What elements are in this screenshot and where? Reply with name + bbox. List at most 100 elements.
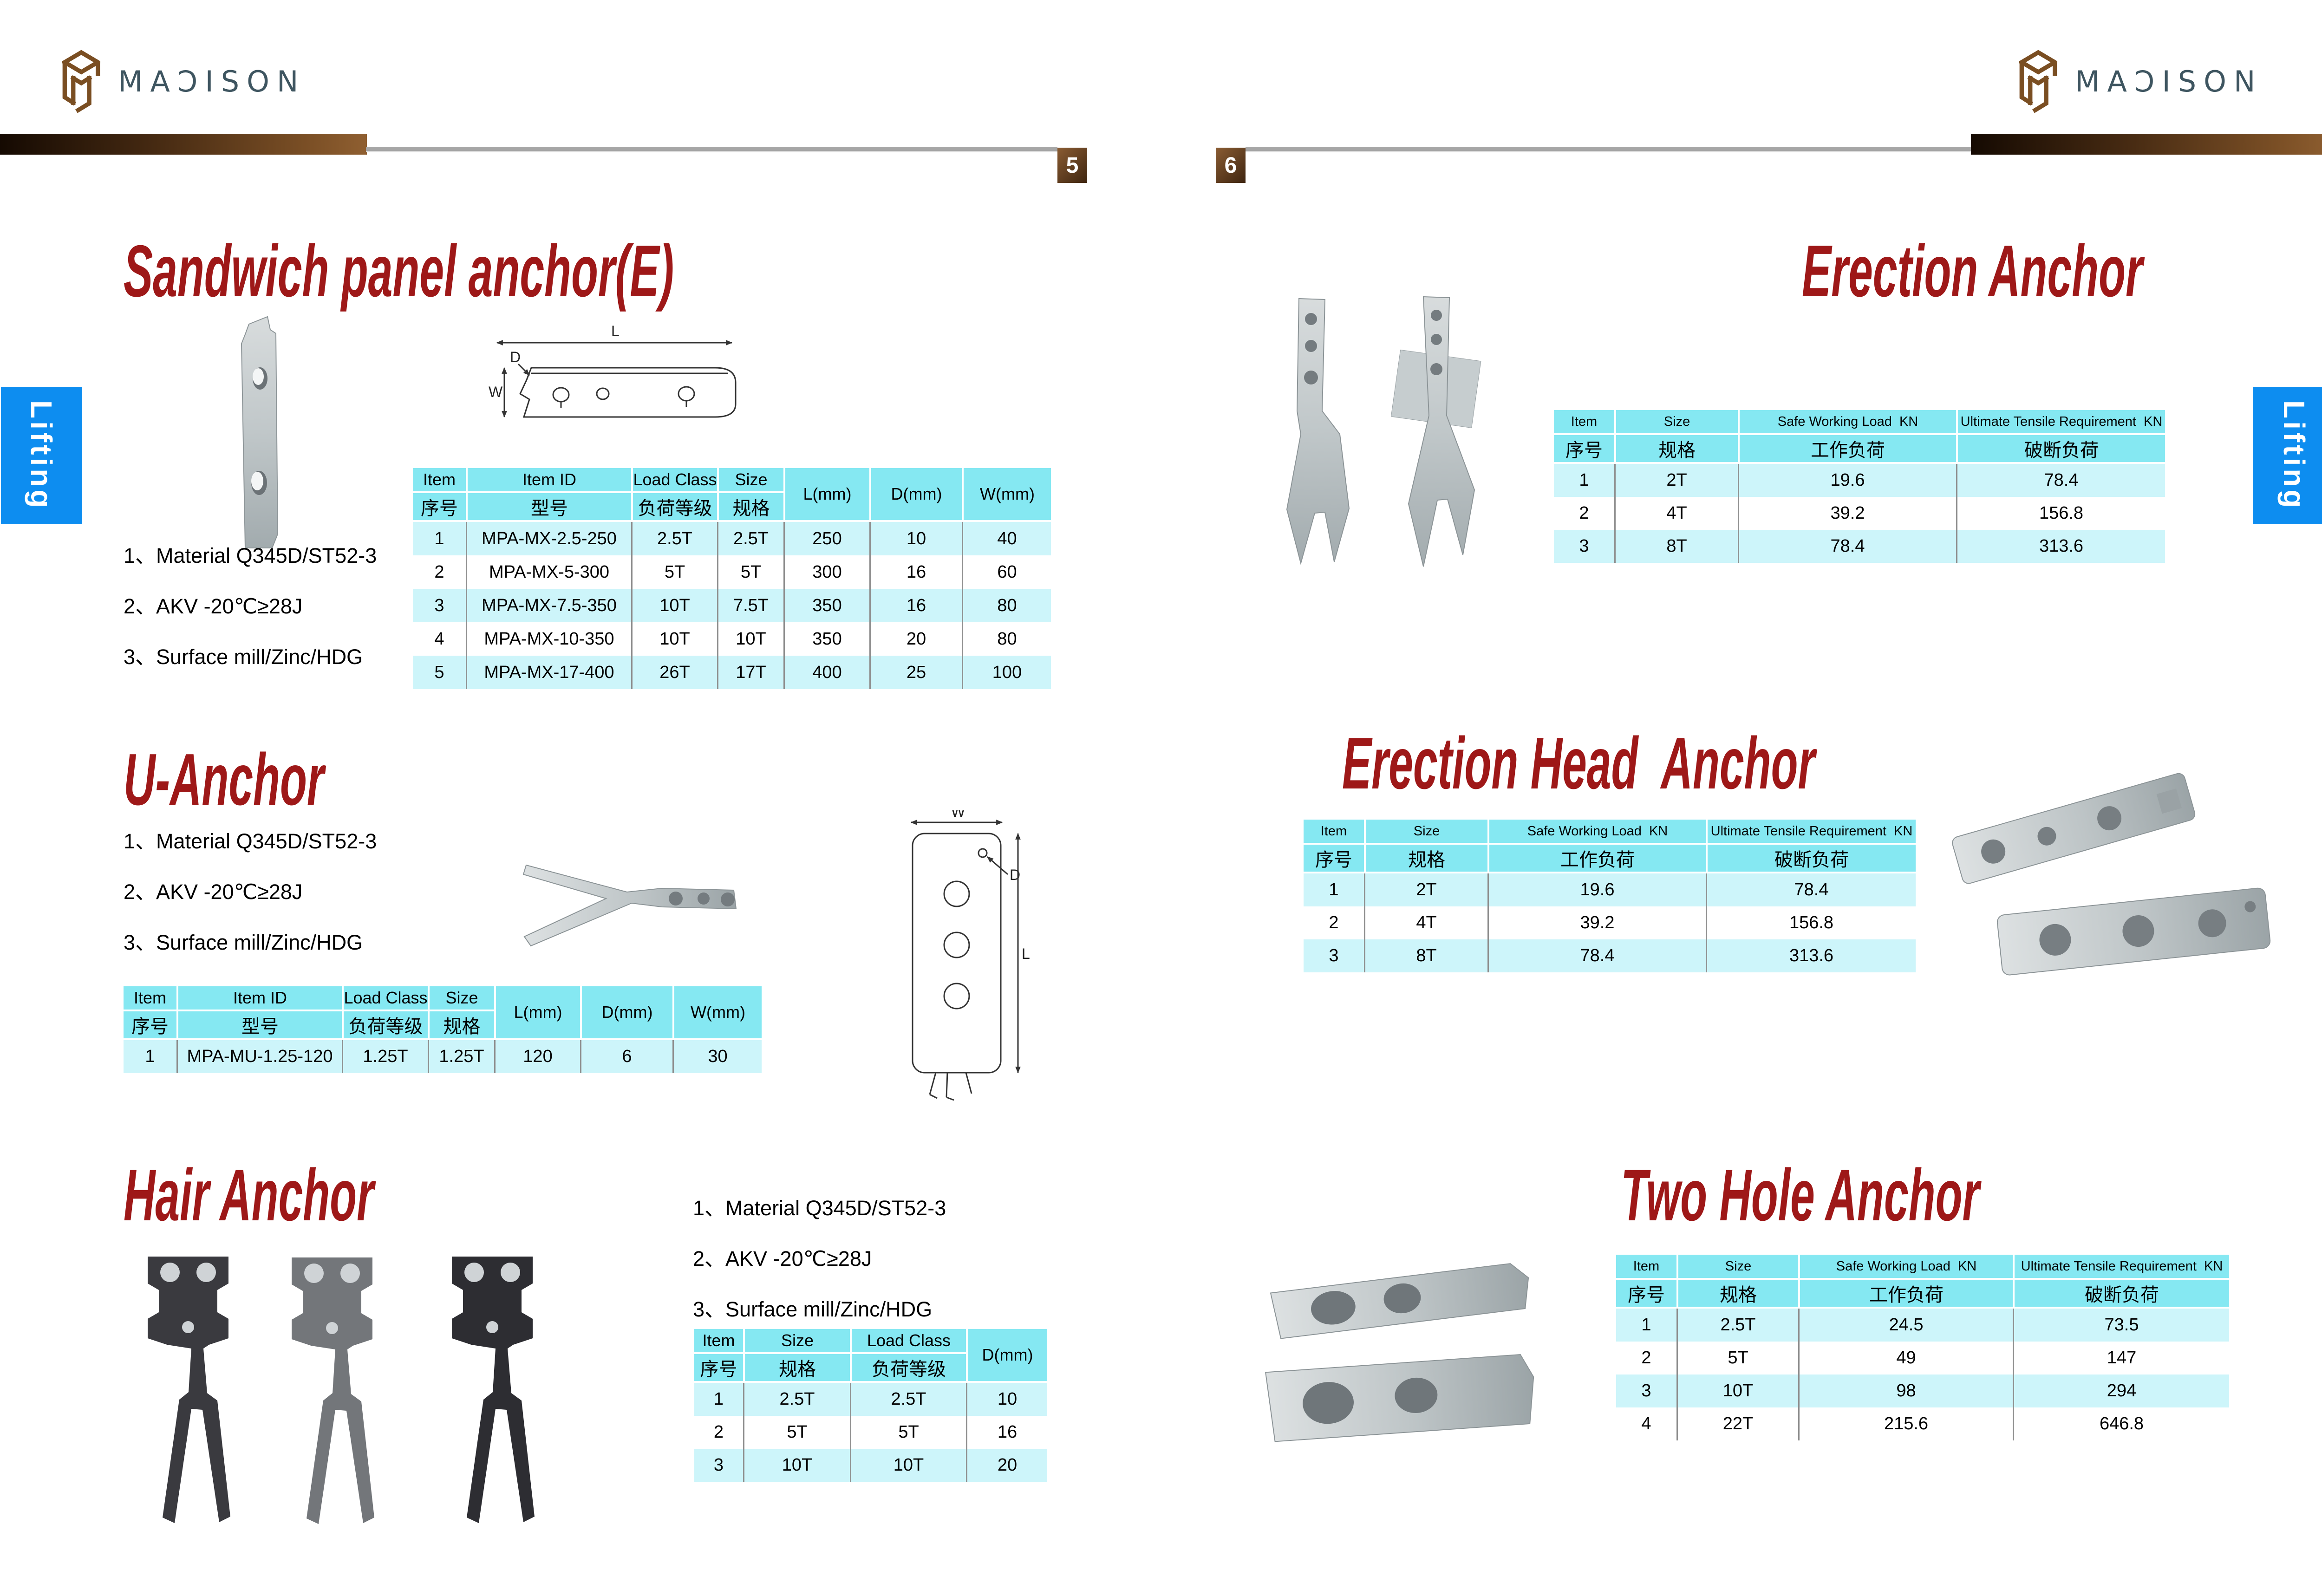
cell: 39.2: [1487, 906, 1706, 939]
cell: 80: [962, 622, 1051, 656]
cell: 78.4: [1487, 939, 1706, 972]
table-header-row: Item Size Load Class D(mm): [694, 1329, 1047, 1383]
note-line: 1、Material Q345D/ST52-3: [124, 829, 377, 853]
cell: 78.4: [1706, 873, 1916, 906]
header-cell: Item ID: [176, 986, 342, 1011]
cell: 100: [962, 656, 1051, 689]
brand-wordmark: MAƆISON: [118, 64, 306, 98]
cell: 16: [869, 589, 962, 622]
header-cell: 规格: [1614, 435, 1738, 464]
madison-cube-icon: [62, 50, 100, 113]
cell: 10T: [717, 622, 783, 656]
header-rule-left: [366, 147, 1057, 151]
cell: 2: [694, 1416, 743, 1449]
dim-label-l: L: [611, 325, 620, 339]
section-title-hair-anchor: Hair Anchor: [124, 1154, 374, 1236]
table-row: 1 MPA-MU-1.25-120 1.25T 1.25T 120 6 30: [124, 1040, 762, 1073]
cell: 30: [672, 1040, 762, 1073]
cell: 3: [1304, 939, 1364, 972]
cell: 646.8: [2013, 1407, 2229, 1440]
header-cell: Item ID: [466, 468, 631, 493]
cell: 2: [1616, 1342, 1676, 1375]
note-line: 3、Surface mill/Zinc/HDG: [124, 645, 363, 669]
cell: 1: [694, 1383, 743, 1416]
header-cell: 负荷等级: [850, 1354, 966, 1383]
cell: 2: [1304, 906, 1364, 939]
header-bar-left: [0, 134, 367, 155]
cell: 5T: [631, 555, 717, 589]
cell: 1.25T: [342, 1040, 428, 1073]
header-cell: Size: [428, 986, 494, 1011]
table-row: 1 2T 19.6 78.4: [1304, 873, 1916, 906]
header-cell: 负荷等级: [342, 1011, 428, 1040]
cell: 313.6: [1956, 530, 2165, 563]
cell: 4: [1616, 1407, 1676, 1440]
cell: 313.6: [1706, 939, 1916, 972]
sandwich-anchor-table: Item Item ID Load Class Size L(mm) D(mm)…: [413, 468, 1051, 689]
note-line: 1、Material Q345D/ST52-3: [124, 544, 377, 567]
madison-cube-icon: [2019, 50, 2057, 113]
header-cell: Size: [1676, 1255, 1798, 1280]
cell: 60: [962, 555, 1051, 589]
cell: 400: [783, 656, 869, 689]
erection-anchor-photo: [1286, 296, 1481, 567]
header-cell: Safe Working Load KN: [1487, 820, 1706, 845]
cell: 2.5T: [850, 1383, 966, 1416]
cell: 1: [1616, 1309, 1676, 1342]
table-header-row: Item Item ID Load Class Size L(mm) D(mm)…: [124, 986, 762, 1040]
dim-label-d: D: [1010, 866, 1020, 883]
cell: 4T: [1364, 906, 1487, 939]
header-cell: 序号: [1554, 435, 1614, 464]
dim-label-l: L: [1022, 945, 1030, 962]
cell: 4: [413, 622, 466, 656]
cell: 5T: [850, 1416, 966, 1449]
cell: 24.5: [1798, 1309, 2013, 1342]
cell: 10T: [631, 589, 717, 622]
table-header-row: 序号 规格 负荷等级: [694, 1354, 1047, 1383]
header-cell: 负荷等级: [631, 493, 717, 522]
table-row: 3 10T 98 294: [1616, 1375, 2229, 1407]
cell: 10T: [631, 622, 717, 656]
table-row: 3 8T 78.4 313.6: [1304, 939, 1916, 972]
table-row: 4 22T 215.6 646.8: [1616, 1407, 2229, 1440]
note-line: 1、Material Q345D/ST52-3: [693, 1196, 946, 1220]
cell: 2: [1554, 497, 1614, 530]
cell: 19.6: [1487, 873, 1706, 906]
header-cell: 序号: [413, 493, 466, 522]
cell: 20: [869, 622, 962, 656]
header-cell: 破断负荷: [1956, 435, 2165, 464]
cell: 49: [1798, 1342, 2013, 1375]
note-line: 2、AKV -20℃≥28J: [124, 594, 303, 618]
header-cell: Item: [1554, 410, 1614, 435]
cell: 5T: [1676, 1342, 1798, 1375]
table-row: 1 2T 19.6 78.4: [1554, 464, 2165, 497]
brand-logo: MAƆISON: [2019, 49, 2263, 114]
cell: 10: [869, 522, 962, 555]
header-cell: 规格: [428, 1011, 494, 1040]
cell: 3: [1554, 530, 1614, 563]
cell: 5: [413, 656, 466, 689]
cell: MPA-MX-7.5-350: [466, 589, 631, 622]
cell: 16: [869, 555, 962, 589]
cell: 98: [1798, 1375, 2013, 1407]
header-cell: 规格: [743, 1354, 850, 1383]
table-row: 4 MPA-MX-10-350 10T 10T 350 20 80: [413, 622, 1051, 656]
table-row: 3 MPA-MX-7.5-350 10T 7.5T 350 16 80: [413, 589, 1051, 622]
cell: 22T: [1676, 1407, 1798, 1440]
cell: MPA-MU-1.25-120: [176, 1040, 342, 1073]
cell: 73.5: [2013, 1309, 2229, 1342]
header-cell: Ultimate Tensile Requirement KN: [1706, 820, 1916, 845]
table-row: 2 5T 5T 16: [694, 1416, 1047, 1449]
table-row: 1 2.5T 2.5T 10: [694, 1383, 1047, 1416]
cell: 3: [413, 589, 466, 622]
header-cell: 规格: [1676, 1280, 1798, 1309]
header-cell: Size: [1364, 820, 1487, 845]
cell: 2T: [1614, 464, 1738, 497]
cell: 5T: [743, 1416, 850, 1449]
cell: 6: [580, 1040, 672, 1073]
cell: 7.5T: [717, 589, 783, 622]
header-cell: 序号: [1304, 845, 1364, 873]
cell: 20: [966, 1449, 1047, 1482]
page-number-badge-right: 6: [1216, 148, 1246, 183]
note-line: 3、Surface mill/Zinc/HDG: [693, 1297, 933, 1321]
